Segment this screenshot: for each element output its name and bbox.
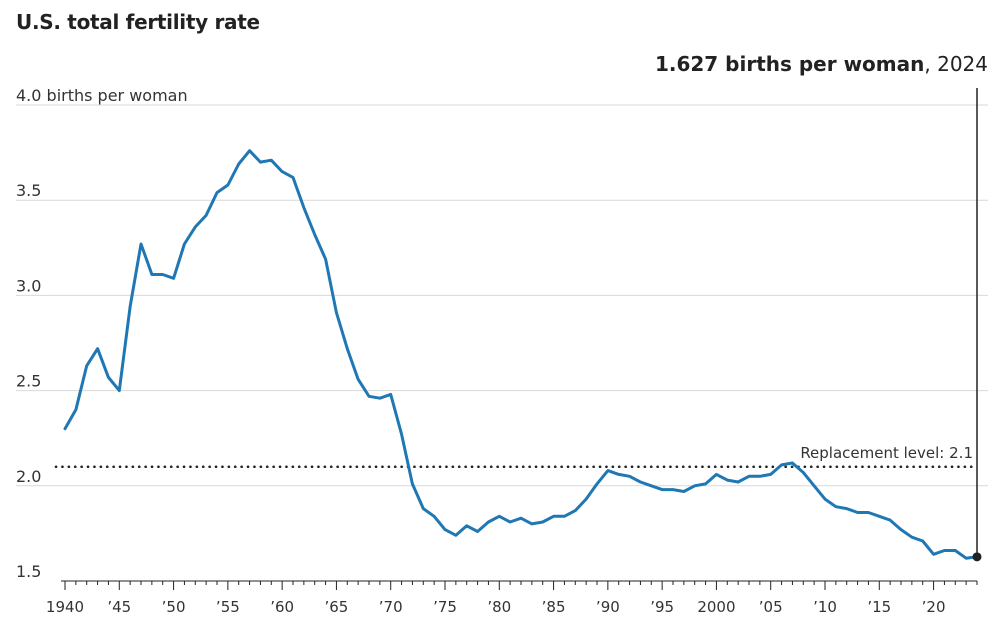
replacement-level: Replacement level: 2.1: [54, 444, 977, 469]
x-tick-label: ’50: [162, 598, 186, 616]
y-tick-label: 2.5: [16, 372, 41, 391]
x-tick-label: 2000: [697, 598, 735, 616]
x-tick-label: ’85: [542, 598, 566, 616]
x-tick-label: ’15: [867, 598, 891, 616]
x-tick-label: ’05: [759, 598, 783, 616]
x-tick-label: ’75: [433, 598, 457, 616]
x-tick-label: ’20: [922, 598, 946, 616]
callout-year: 2024: [937, 52, 988, 76]
latest-value-callout: 1.627 births per woman, 2024: [655, 52, 988, 76]
series: [63, 149, 979, 560]
callout-value: 1.627 births per woman: [654, 52, 925, 76]
y-tick-label: 4.0 births per woman: [16, 86, 188, 105]
x-tick-label: ’45: [107, 598, 131, 616]
x-tick-label: ’80: [487, 598, 511, 616]
y-tick-label: 2.0: [16, 467, 41, 486]
replacement-level-label: Replacement level: 2.1: [800, 444, 973, 462]
fertility-rate-line: [63, 149, 979, 560]
y-tick-label: 1.5: [16, 562, 41, 581]
x-tick-label: 1940: [46, 598, 84, 616]
x-tick-label: ’60: [270, 598, 294, 616]
x-tick-label: ’70: [379, 598, 403, 616]
x-tick-label: ’10: [813, 598, 837, 616]
y-axis-ticks: 4.0 births per woman 3.5 3.0 2.5 2.0 1.5: [16, 86, 188, 581]
callout-point: [972, 552, 982, 562]
callout-marker: [972, 88, 982, 562]
callout-separator: ,: [924, 52, 938, 76]
x-tick-label: ’65: [324, 598, 348, 616]
x-axis: 1940 ’45 ’50 ’55 ’60 ’65 ’70 ’75 ’80 ’85 ’90 ’95 200…: [46, 580, 978, 616]
chart-title: U.S. total fertility rate: [16, 10, 260, 34]
y-tick-label: 3.5: [16, 181, 41, 200]
x-tick-label: ’55: [216, 598, 240, 616]
gridlines: [16, 104, 988, 487]
x-tick-label: ’90: [596, 598, 620, 616]
y-tick-label: 3.0: [16, 276, 41, 295]
x-tick-label: ’95: [650, 598, 674, 616]
